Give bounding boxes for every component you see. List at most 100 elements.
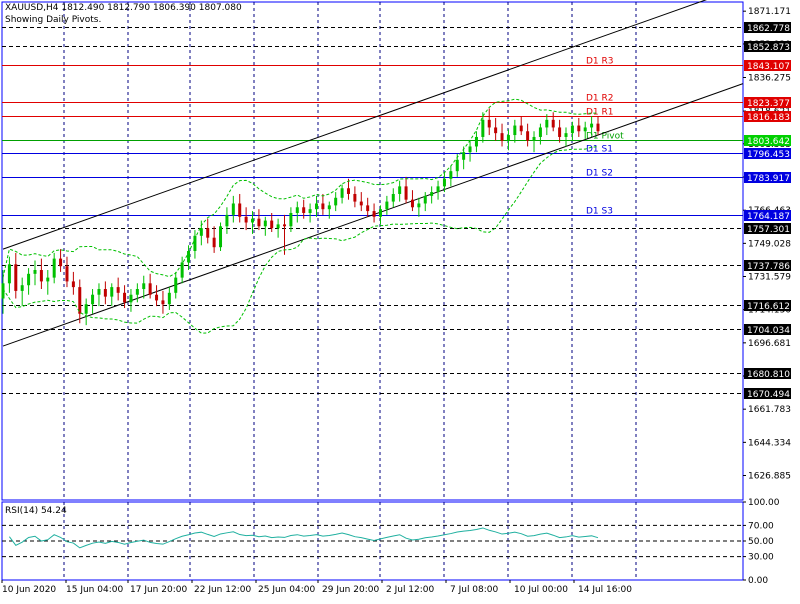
candle-body xyxy=(231,203,235,215)
candle-body xyxy=(449,171,453,179)
candle-body xyxy=(270,220,274,229)
rsi-tick-label: 30.00 xyxy=(748,553,774,563)
candle-body xyxy=(302,207,306,213)
price-level-box xyxy=(744,368,791,379)
candle-body xyxy=(526,131,530,141)
rsi-tick-label: 0.00 xyxy=(748,576,768,586)
candle-body xyxy=(39,270,43,282)
candle-body xyxy=(129,294,133,303)
candle-body xyxy=(334,197,338,206)
price-level-label: 1670.494 xyxy=(747,390,790,400)
candle-body xyxy=(545,119,549,128)
candle-body xyxy=(78,287,82,314)
candle-body xyxy=(71,281,75,288)
price-level-label: 1796.453 xyxy=(747,150,790,160)
price-level-box xyxy=(744,172,791,183)
candle-body xyxy=(225,214,229,227)
y-tick-label: 1661.783 xyxy=(748,405,791,415)
candle-body xyxy=(506,135,510,141)
candle-body xyxy=(436,186,440,193)
x-tick-label: 15 Jun 04:00 xyxy=(66,585,123,595)
y-tick-label: 1626.885 xyxy=(748,472,791,482)
candle-body xyxy=(462,152,466,160)
x-tick-label: 22 Jun 12:00 xyxy=(194,585,251,595)
candle-body xyxy=(423,195,427,204)
candle-body xyxy=(206,228,210,238)
candle-body xyxy=(596,123,600,132)
y-tick-label: 1731.579 xyxy=(748,273,791,283)
candle-body xyxy=(308,209,312,213)
candle-body xyxy=(353,193,357,202)
rsi-line xyxy=(8,527,599,549)
y-tick-label: 1749.028 xyxy=(748,239,791,249)
pivot-level-label: D1 S1 xyxy=(586,145,613,155)
price-level-box xyxy=(744,135,791,146)
candle-body xyxy=(570,125,574,134)
price-level-label: 1852.873 xyxy=(747,43,790,53)
price-level-box xyxy=(744,388,791,399)
candle-body xyxy=(257,218,261,227)
candle-body xyxy=(46,277,50,282)
candle-body xyxy=(7,264,11,284)
candle-body xyxy=(391,193,395,202)
price-level-box xyxy=(744,148,791,159)
candle-body xyxy=(295,207,299,213)
candle-body xyxy=(500,133,504,141)
candle-body xyxy=(91,294,95,305)
candle-body xyxy=(199,228,203,236)
x-tick-label: 10 Jun 2020 xyxy=(2,585,56,595)
y-tick-label: 1871.171 xyxy=(748,7,791,17)
candle-body xyxy=(417,203,421,208)
candle-body xyxy=(577,125,581,132)
candle-body xyxy=(187,251,191,263)
candle-body xyxy=(468,146,472,153)
candle-body xyxy=(590,123,594,128)
candle-body xyxy=(481,119,485,137)
price-level-box xyxy=(744,210,791,221)
price-level-label: 1757.301 xyxy=(747,225,790,235)
candle-body xyxy=(116,287,120,293)
price-level-box xyxy=(744,324,791,335)
pivot-level-label: D1 S3 xyxy=(586,207,613,217)
candle-body xyxy=(494,127,498,134)
candle-body xyxy=(174,277,178,293)
candle-body xyxy=(161,300,165,305)
candle-body xyxy=(398,186,402,194)
candle-body xyxy=(155,294,159,301)
candle-body xyxy=(551,119,555,128)
candle-body xyxy=(385,201,389,210)
candle-body xyxy=(404,186,408,200)
x-tick-label: 14 Jul 16:00 xyxy=(578,585,632,595)
price-level-label: 1737.786 xyxy=(747,262,790,272)
candle-body xyxy=(263,220,267,227)
price-level-label: 1680.810 xyxy=(747,370,790,380)
price-level-box xyxy=(744,260,791,271)
candle-body xyxy=(193,235,197,251)
price-level-box xyxy=(744,97,791,108)
pivot-level-label: D1 R2 xyxy=(586,94,614,104)
x-tick-label: 2 Jul 12:00 xyxy=(386,585,435,595)
price-panel-frame xyxy=(1,1,744,501)
y-tick-label: 1836.275 xyxy=(748,74,791,84)
price-level-label: 1862.778 xyxy=(747,24,790,34)
price-level-label: 1716.612 xyxy=(747,302,790,312)
candle-body xyxy=(321,203,325,210)
candle-body xyxy=(372,211,376,217)
rsi-panel-frame xyxy=(1,501,744,581)
candle-body xyxy=(442,178,446,187)
candle-body xyxy=(558,127,562,137)
candle-body xyxy=(378,209,382,217)
candle-body xyxy=(283,224,287,227)
candle-body xyxy=(110,287,114,297)
candle-body xyxy=(167,292,171,305)
x-tick-label: 25 Jun 04:00 xyxy=(258,585,315,595)
candle-body xyxy=(289,212,293,227)
candle-body xyxy=(538,127,542,137)
rsi-header: RSI(14) 54.24 xyxy=(5,506,67,516)
candle-body xyxy=(359,201,363,206)
price-level-label: 1783.917 xyxy=(747,174,790,184)
candle-body xyxy=(314,203,318,210)
pivot-level-label: D1 Pivot xyxy=(586,132,624,142)
